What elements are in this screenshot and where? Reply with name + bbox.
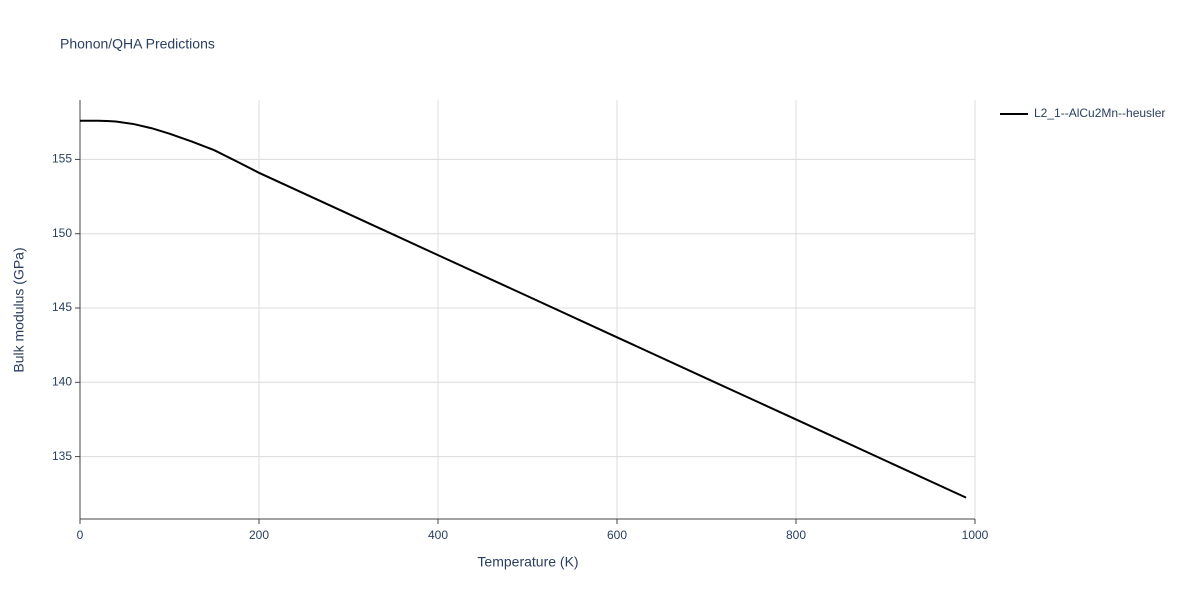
x-axis-label: Temperature (K)	[477, 554, 578, 570]
x-tick-label: 0	[77, 528, 84, 542]
y-axis-label: Bulk modulus (GPa)	[11, 247, 27, 372]
y-tick-label: 155	[52, 152, 72, 166]
chart-title: Phonon/QHA Predictions	[60, 36, 215, 52]
legend-label: L2_1--AlCu2Mn--heusler	[1034, 106, 1165, 120]
x-tick-label: 800	[786, 528, 806, 542]
series-line	[80, 119, 967, 499]
y-tick-label: 145	[52, 300, 72, 314]
y-tick-label: 135	[52, 449, 72, 463]
y-tick-label: 150	[52, 226, 72, 240]
y-tick-label: 140	[52, 374, 72, 388]
x-tick-label: 200	[249, 528, 269, 542]
x-tick-label: 600	[607, 528, 627, 542]
x-tick-label: 400	[428, 528, 448, 542]
x-tick-label: 1000	[962, 528, 989, 542]
